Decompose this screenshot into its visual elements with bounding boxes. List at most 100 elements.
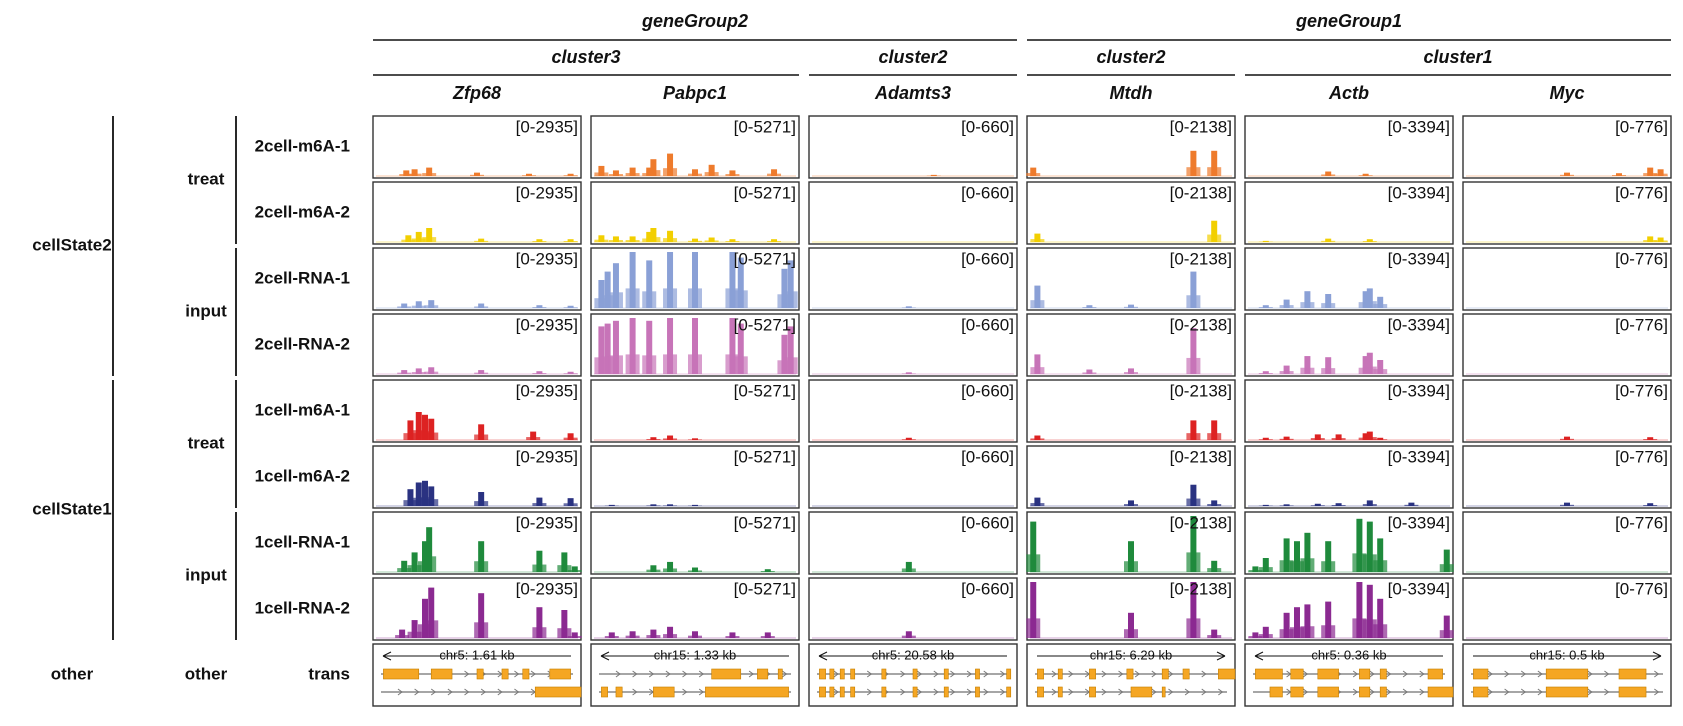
scale-label: chr5: 0.36 kb — [1311, 647, 1386, 662]
signal-peak — [598, 326, 605, 374]
condition-label: treat — [188, 433, 225, 452]
signal-peak — [608, 632, 615, 638]
strand-chevron — [497, 688, 503, 696]
range-label: [0-2935] — [516, 579, 578, 598]
signal-peak — [474, 172, 480, 176]
signal-peak — [530, 431, 537, 440]
signal-peak-shoulder — [1373, 369, 1388, 374]
exon-block — [1290, 668, 1304, 680]
strand-chevron — [1151, 688, 1157, 696]
signal-peak-shoulder — [1643, 439, 1658, 440]
panel-frame — [1462, 379, 1672, 443]
signal-peak-shoulder — [401, 239, 416, 242]
signal-peak-shoulder — [1279, 560, 1294, 572]
gene-model-panel: chr15: 1.33 kb — [590, 643, 800, 707]
signal-peak — [604, 271, 611, 308]
exon-block — [943, 668, 949, 680]
scale-label: chr15: 6.29 kb — [1090, 647, 1172, 662]
signal-peak — [403, 170, 410, 176]
strand-chevron — [866, 670, 873, 678]
range-label: [0-5271] — [734, 249, 796, 268]
exon-block — [1618, 686, 1647, 698]
signal-peak — [629, 236, 636, 242]
signal-peak — [692, 438, 698, 440]
panel-frame — [1244, 181, 1454, 245]
signal-peak — [729, 239, 736, 242]
signal-peak-shoulder — [422, 556, 437, 572]
signal-peak — [428, 486, 435, 506]
panel-frame — [808, 247, 1018, 311]
strand-chevron — [1604, 688, 1610, 696]
signal-panel: [0-776] — [1462, 115, 1672, 179]
signal-peak — [1190, 484, 1197, 506]
signal-peak-shoulder — [625, 288, 640, 308]
panel-frame — [808, 577, 1018, 641]
signal-peak-shoulder — [557, 628, 572, 638]
signal-peak — [1564, 436, 1570, 440]
signal-peak — [771, 169, 778, 176]
strand-chevron — [1352, 688, 1358, 696]
signal-peak-shoulder — [1186, 552, 1201, 572]
strand-chevron — [1402, 670, 1408, 678]
signal-panel: [0-2935] — [372, 379, 582, 443]
signal-peak — [692, 504, 698, 506]
range-label: [0-3394] — [1388, 117, 1450, 136]
signal-peak — [428, 418, 435, 440]
exon-block — [1006, 668, 1012, 680]
signal-panel: [0-2935] — [372, 115, 582, 179]
strand-chevron — [1134, 670, 1140, 678]
strand-chevron — [983, 670, 989, 678]
panel-frame — [1462, 577, 1672, 641]
range-label: [0-660] — [961, 315, 1014, 334]
signal-peak-shoulder — [1300, 626, 1315, 638]
exon-block — [1317, 686, 1339, 698]
signal-peak-shoulder — [474, 372, 489, 374]
exon-block — [1545, 686, 1589, 698]
signal-peak — [567, 239, 574, 242]
exon-block — [829, 686, 835, 698]
signal-peak — [667, 318, 674, 374]
signal-peak — [1190, 271, 1197, 308]
signal-peak — [428, 367, 435, 374]
signal-peak — [1647, 503, 1654, 506]
signal-peak-shoulder — [625, 635, 640, 638]
signal-peak-shoulder — [1258, 373, 1273, 374]
strand-chevron — [1101, 670, 1107, 678]
strand-chevron — [514, 688, 520, 696]
signal-peak — [567, 371, 574, 374]
strand-chevron — [900, 688, 906, 696]
panel-frame — [808, 181, 1018, 245]
signal-peak — [1647, 236, 1654, 242]
signal-peak-shoulder — [1030, 503, 1045, 506]
range-label: [0-660] — [961, 183, 1014, 202]
signal-peak-shoulder — [646, 505, 661, 506]
signal-peak-shoulder — [901, 635, 916, 638]
signal-peak — [1304, 604, 1311, 638]
strand-chevron — [1201, 670, 1207, 678]
signal-peak — [1262, 305, 1269, 308]
signal-peak-shoulder — [1310, 505, 1325, 506]
signal-peak — [905, 631, 912, 638]
strand-chevron — [833, 670, 839, 678]
signal-peak-shoulder — [397, 568, 412, 572]
exon-block — [777, 668, 783, 680]
exon-block — [1473, 686, 1489, 698]
exon-block — [383, 668, 420, 680]
signal-peak — [1283, 504, 1290, 506]
signal-peak-shoulder — [663, 354, 678, 374]
signal-panel: [0-5271] — [590, 313, 800, 377]
signal-peak-shoulder — [1026, 554, 1041, 572]
range-label: [0-3394] — [1388, 249, 1450, 268]
signal-peak-shoulder — [663, 288, 678, 308]
signal-peak — [1657, 237, 1664, 242]
signal-peak-shoulder — [1124, 561, 1138, 572]
signal-panel: [0-660] — [808, 379, 1018, 443]
signal-peak-shoulder — [532, 627, 547, 638]
signal-peak-shoulder — [1643, 240, 1658, 242]
strand-chevron — [480, 688, 486, 696]
strand-chevron — [1168, 670, 1174, 678]
strand-chevron — [665, 670, 671, 678]
signal-peak — [1211, 500, 1218, 506]
panel-frame — [372, 181, 582, 245]
exon-block — [1359, 686, 1371, 698]
